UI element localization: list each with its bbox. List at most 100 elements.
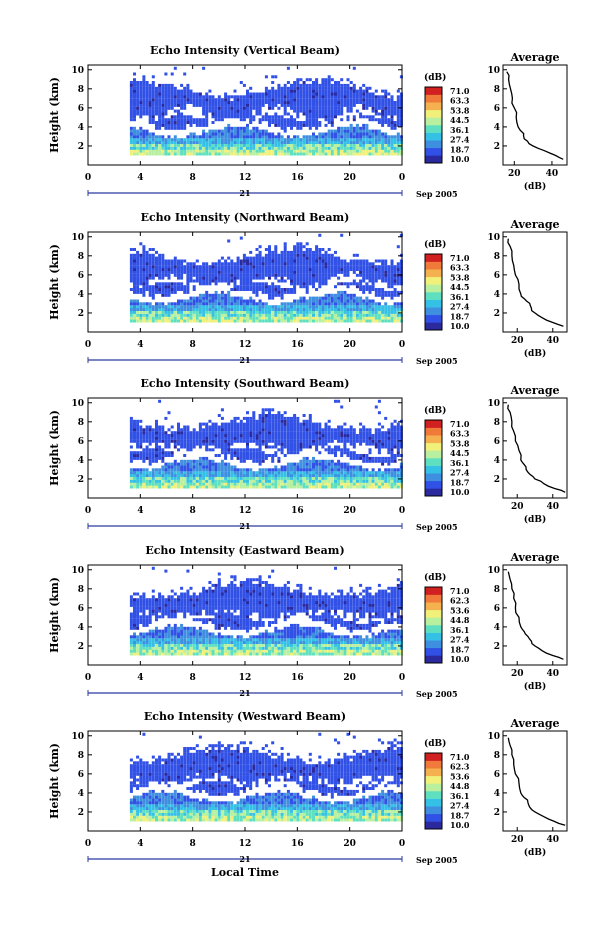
heatmap-cell <box>264 468 268 472</box>
heatmap-cell <box>151 248 155 251</box>
heatmap-cell <box>312 89 315 93</box>
heatmap-cell <box>318 265 322 269</box>
heatmap-cell <box>242 262 246 266</box>
heatmap-cell <box>352 89 356 93</box>
heatmap-cell <box>239 276 243 280</box>
heatmap-cell <box>343 462 347 466</box>
heatmap-cell <box>136 305 140 309</box>
heatmap-cell <box>198 138 202 142</box>
heatmap-cell <box>230 296 234 300</box>
heatmap-cell <box>214 445 218 449</box>
heatmap-cell <box>374 89 378 93</box>
heatmap-cell <box>280 439 284 443</box>
heatmap-cell <box>286 482 290 486</box>
heatmap-cell <box>318 319 322 323</box>
heatmap-cell <box>170 479 174 483</box>
heatmap-cell <box>274 250 278 254</box>
heatmap-cell <box>315 123 319 127</box>
heatmap-cell <box>280 256 284 260</box>
heatmap-cell <box>283 416 287 420</box>
heatmap-cell <box>305 146 309 150</box>
heatmap-cell <box>208 152 212 156</box>
heatmap-cell <box>330 83 334 87</box>
heatmap-cell <box>390 106 394 110</box>
heatmap-cell <box>151 293 155 297</box>
heatmap-cell <box>330 256 334 260</box>
heatmap-cell <box>355 98 359 102</box>
heatmap-cell <box>220 296 224 300</box>
heatmap-cell <box>277 290 281 294</box>
heatmap-cell <box>381 132 385 136</box>
heatmap-cell <box>355 109 359 113</box>
heatmap-cell <box>189 89 193 93</box>
heatmap-cell <box>302 305 306 309</box>
heatmap-cell <box>321 442 325 446</box>
heatmap-cell <box>183 141 187 144</box>
heatmap-cell <box>280 474 284 477</box>
heatmap-cell <box>249 86 253 90</box>
heatmap-cell <box>327 81 331 84</box>
colorbar-tick-label: 53.8 <box>450 272 470 282</box>
heatmap-cell <box>145 313 149 317</box>
heatmap-cell <box>321 81 325 84</box>
heatmap-cell <box>346 78 350 82</box>
heatmap-cell <box>139 313 143 317</box>
heatmap-cell <box>280 259 284 263</box>
heatmap-cell <box>396 310 400 314</box>
heatmap-cell <box>192 265 196 269</box>
heatmap-cell <box>145 132 149 136</box>
heatmap-cell <box>195 319 199 323</box>
heatmap-cell <box>164 149 168 153</box>
heatmap-cell <box>192 310 196 314</box>
heatmap-cell <box>274 451 278 455</box>
heatmap-cell <box>208 299 212 303</box>
heatmap-cell <box>242 135 246 139</box>
y-tick-label: 6 <box>78 271 84 281</box>
heatmap-cell <box>246 106 249 110</box>
heatmap-cell <box>324 428 328 432</box>
heatmap-cell <box>346 98 350 102</box>
heatmap-cell <box>255 152 259 156</box>
heatmap-cell <box>321 439 325 443</box>
heatmap-cell <box>133 98 136 102</box>
heatmap-cell <box>334 468 337 472</box>
heatmap-cell <box>277 262 281 266</box>
heatmap-cell <box>195 485 199 489</box>
colorbar-frame <box>424 86 443 164</box>
heatmap-cell <box>180 442 184 446</box>
heatmap-cell <box>198 465 202 469</box>
heatmap-cell <box>252 448 256 452</box>
heatmap-cell <box>349 149 353 153</box>
heatmap-cell <box>368 141 372 144</box>
heatmap-cell <box>183 103 187 107</box>
heatmap-cell <box>164 313 168 317</box>
heatmap-cell <box>224 299 228 303</box>
heatmap-cell <box>220 268 224 271</box>
heatmap-cell <box>334 129 337 133</box>
heatmap-cell <box>170 471 174 475</box>
heatmap-cell <box>280 135 284 139</box>
heatmap-cell <box>129 103 133 107</box>
heatmap-cell <box>349 138 353 142</box>
heatmap-cell <box>362 101 366 104</box>
heatmap-cell <box>164 259 168 263</box>
heatmap-cell <box>192 479 196 483</box>
heatmap-cell <box>321 476 325 480</box>
heatmap-cell <box>217 302 221 306</box>
heatmap-cell <box>161 135 165 139</box>
heatmap-cell <box>236 310 240 314</box>
heatmap-cell <box>249 482 253 486</box>
heatmap-cell <box>246 126 249 130</box>
heatmap-cell <box>264 425 268 429</box>
heatmap-cell <box>368 319 372 323</box>
heatmap-cell <box>136 290 140 294</box>
heatmap-cell <box>217 479 221 483</box>
heatmap-cell <box>387 285 391 289</box>
heatmap-cell <box>214 310 218 314</box>
heatmap-cell <box>170 305 174 309</box>
heatmap-cell <box>202 313 206 317</box>
heatmap-cell <box>399 92 403 96</box>
heatmap-cell <box>330 468 334 472</box>
heatmap-cell <box>258 439 262 443</box>
heatmap-cell <box>268 434 271 437</box>
